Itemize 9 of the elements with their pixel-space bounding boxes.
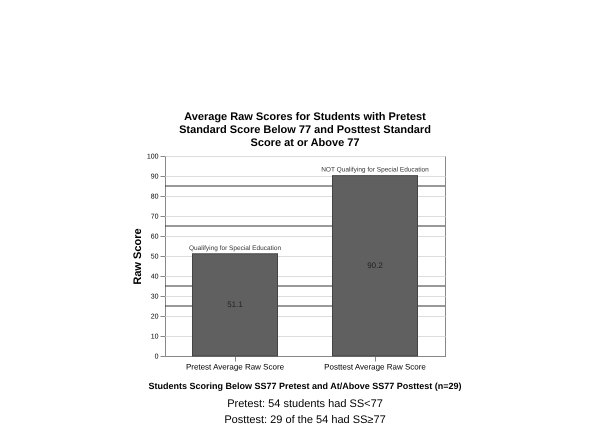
x-tick-label: Pretest Average Raw Score	[186, 362, 285, 372]
text: Posttest: 29 of the 54 had SS≥77	[224, 414, 386, 426]
y-axis-title: Raw Score	[132, 228, 144, 285]
data-label: 51.1	[227, 300, 244, 309]
data-label: 90.2	[367, 260, 384, 270]
chart-title: Average Raw Scores for Students with Pretest Standard Score Below 77 and Posttest Standard Score at or Above 77	[179, 111, 431, 149]
text: Pretest: 54 students had SS<77	[227, 398, 383, 410]
x-tick-label: Posttest Average Raw Score	[324, 362, 426, 372]
text: Students Scoring Below SS77 Pretest and At/Above SS77 Posttest (n=29)	[148, 381, 462, 391]
